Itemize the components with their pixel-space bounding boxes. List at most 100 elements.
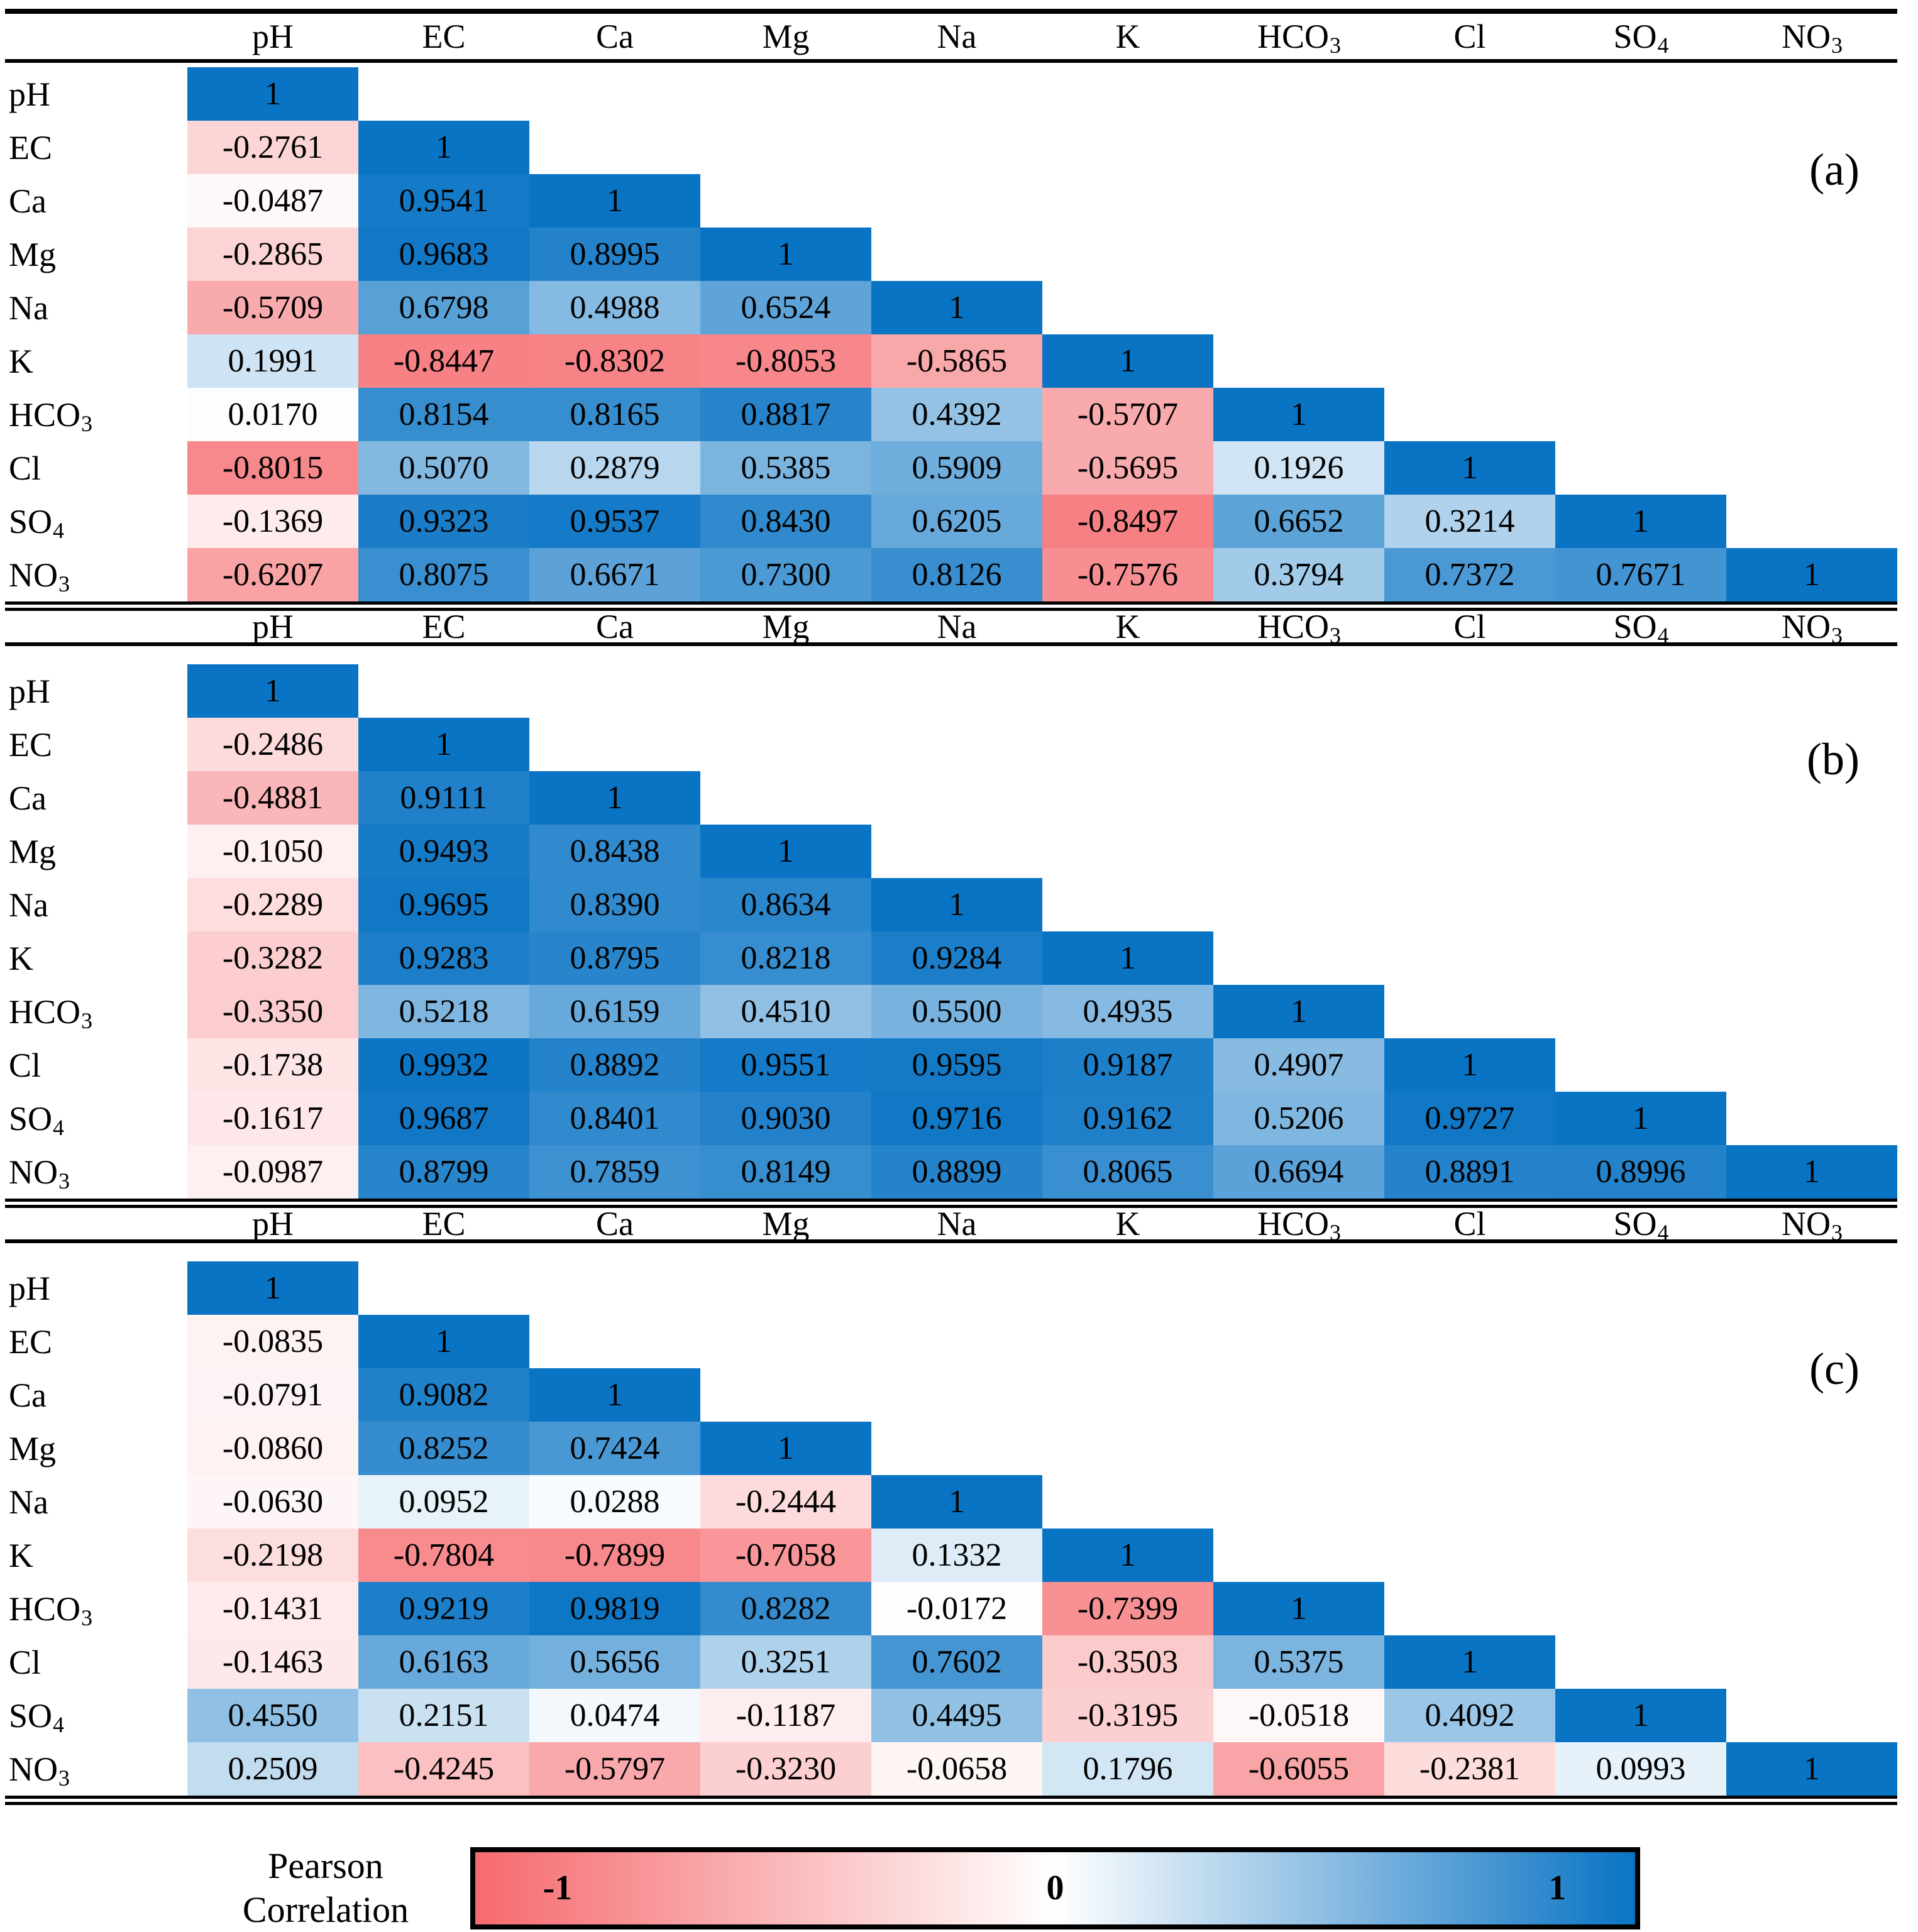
row-header-Mg: Mg — [5, 228, 187, 281]
col-header-Cl: Cl — [1384, 14, 1555, 63]
cell-NO3-pH: -0.6207 — [187, 548, 358, 601]
cell-HCO3-K: 0.4935 — [1042, 985, 1213, 1038]
cell-empty — [1384, 931, 1555, 985]
colorbar-title-line1: Pearson — [268, 1845, 383, 1886]
row-header-Na: Na — [5, 878, 187, 931]
cell-NO3-Na: -0.0658 — [871, 1742, 1042, 1796]
cell-empty — [871, 718, 1042, 771]
cell-empty — [1042, 1261, 1213, 1315]
cell-Ca-EC: 0.9082 — [358, 1368, 529, 1422]
col-header-HCO3: HCO 3 — [1213, 608, 1384, 647]
cell-NO3-EC: -0.4245 — [358, 1742, 529, 1796]
cell-NO3-Na: 0.8899 — [871, 1145, 1042, 1199]
cell-HCO3-HCO3: 1 — [1213, 1582, 1384, 1635]
cell-empty — [871, 771, 1042, 825]
cell-pH-pH: 1 — [187, 664, 358, 718]
col-header-Mg: Mg — [700, 1205, 871, 1243]
cell-Mg-Ca: 0.8995 — [529, 228, 700, 281]
cell-empty — [700, 174, 871, 228]
cell-empty — [1042, 174, 1213, 228]
cell-Cl-pH: -0.1463 — [187, 1635, 358, 1689]
cell-empty — [358, 664, 529, 718]
cell-Cl-pH: -0.8015 — [187, 441, 358, 495]
cell-empty — [1213, 931, 1384, 985]
col-header-Cl: Cl — [1384, 608, 1555, 646]
row-header-pH: pH — [5, 664, 187, 718]
col-header-SO4: SO 4 — [1555, 14, 1726, 63]
cell-empty — [529, 718, 700, 771]
cell-empty — [1213, 1261, 1384, 1315]
row-header-Cl: Cl — [5, 1635, 187, 1689]
col-header-K: K — [1042, 608, 1213, 646]
cell-empty — [1213, 771, 1384, 825]
cell-Mg-pH: -0.1050 — [187, 825, 358, 878]
cell-K-pH: -0.3282 — [187, 931, 358, 985]
cell-empty — [1555, 664, 1726, 718]
col-header-HCO3: HCO 3 — [1213, 1205, 1384, 1244]
cell-K-K: 1 — [1042, 931, 1213, 985]
cell-Cl-HCO3: 0.4907 — [1213, 1038, 1384, 1092]
cell-NO3-K: 0.8065 — [1042, 1145, 1213, 1199]
col-header-SO4: SO 4 — [1555, 608, 1726, 647]
cell-empty — [1384, 878, 1555, 931]
cell-empty — [1726, 771, 1897, 825]
cell-empty — [1042, 771, 1213, 825]
cell-empty — [1384, 121, 1555, 174]
cell-Mg-Ca: 0.7424 — [529, 1422, 700, 1475]
cell-NO3-K: -0.7576 — [1042, 548, 1213, 601]
cell-Cl-pH: -0.1738 — [187, 1038, 358, 1092]
cell-HCO3-HCO3: 1 — [1213, 388, 1384, 441]
cell-empty — [1555, 441, 1726, 495]
col-header-Mg: Mg — [700, 608, 871, 646]
row-header-SO4: SO 4 — [5, 1092, 187, 1145]
cell-SO4-SO4: 1 — [1555, 495, 1726, 548]
cell-HCO3-Mg: 0.4510 — [700, 985, 871, 1038]
matrix-corner — [5, 14, 187, 63]
cell-empty — [1726, 664, 1897, 718]
cell-SO4-Ca: 0.8401 — [529, 1092, 700, 1145]
cell-Cl-Ca: 0.8892 — [529, 1038, 700, 1092]
cell-empty — [1726, 825, 1897, 878]
cell-empty — [358, 67, 529, 121]
cell-Na-EC: 0.6798 — [358, 281, 529, 334]
cell-empty — [1213, 1475, 1384, 1529]
row-header-NO3: NO 3 — [5, 548, 187, 601]
cell-empty — [1555, 121, 1726, 174]
cell-SO4-Mg: 0.8430 — [700, 495, 871, 548]
cell-NO3-K: 0.1796 — [1042, 1742, 1213, 1796]
cell-pH-pH: 1 — [187, 1261, 358, 1315]
row-header-Na: Na — [5, 1475, 187, 1529]
row-header-Ca: Ca — [5, 771, 187, 825]
cell-empty — [1042, 1422, 1213, 1475]
cell-Cl-Na: 0.9595 — [871, 1038, 1042, 1092]
cell-EC-pH: -0.0835 — [187, 1315, 358, 1368]
correlation-matrix-a: pH EC Ca Mg Na K HCO 3 Cl SO 4 NO 3 pH 1 EC -0.2761 1 Ca -0… — [5, 9, 1897, 611]
cell-Ca-pH: -0.0487 — [187, 174, 358, 228]
cell-HCO3-K: -0.5707 — [1042, 388, 1213, 441]
cell-HCO3-pH: 0.0170 — [187, 388, 358, 441]
cell-empty — [871, 1261, 1042, 1315]
cell-SO4-HCO3: -0.0518 — [1213, 1689, 1384, 1742]
cell-empty — [1555, 1635, 1726, 1689]
cell-empty — [1213, 1529, 1384, 1582]
cell-SO4-EC: 0.9323 — [358, 495, 529, 548]
cell-pH-pH: 1 — [187, 67, 358, 121]
cell-EC-pH: -0.2761 — [187, 121, 358, 174]
cell-empty — [1555, 388, 1726, 441]
panel-a: pH EC Ca Mg Na K HCO 3 Cl SO 4 NO 3 pH 1 EC -0.2761 1 Ca -0… — [5, 9, 1913, 611]
cell-Na-Na: 1 — [871, 878, 1042, 931]
cell-empty — [529, 67, 700, 121]
col-header-Na: Na — [871, 608, 1042, 646]
cell-Ca-Ca: 1 — [529, 771, 700, 825]
row-header-EC: EC — [5, 718, 187, 771]
cell-Cl-Mg: 0.3251 — [700, 1635, 871, 1689]
cell-NO3-pH: 0.2509 — [187, 1742, 358, 1796]
row-header-Mg: Mg — [5, 1422, 187, 1475]
cell-Ca-pH: -0.0791 — [187, 1368, 358, 1422]
row-header-Mg: Mg — [5, 825, 187, 878]
cell-K-pH: -0.2198 — [187, 1529, 358, 1582]
row-header-Cl: Cl — [5, 441, 187, 495]
cell-SO4-EC: 0.2151 — [358, 1689, 529, 1742]
cell-K-Mg: 0.8218 — [700, 931, 871, 985]
cell-SO4-Mg: -0.1187 — [700, 1689, 871, 1742]
